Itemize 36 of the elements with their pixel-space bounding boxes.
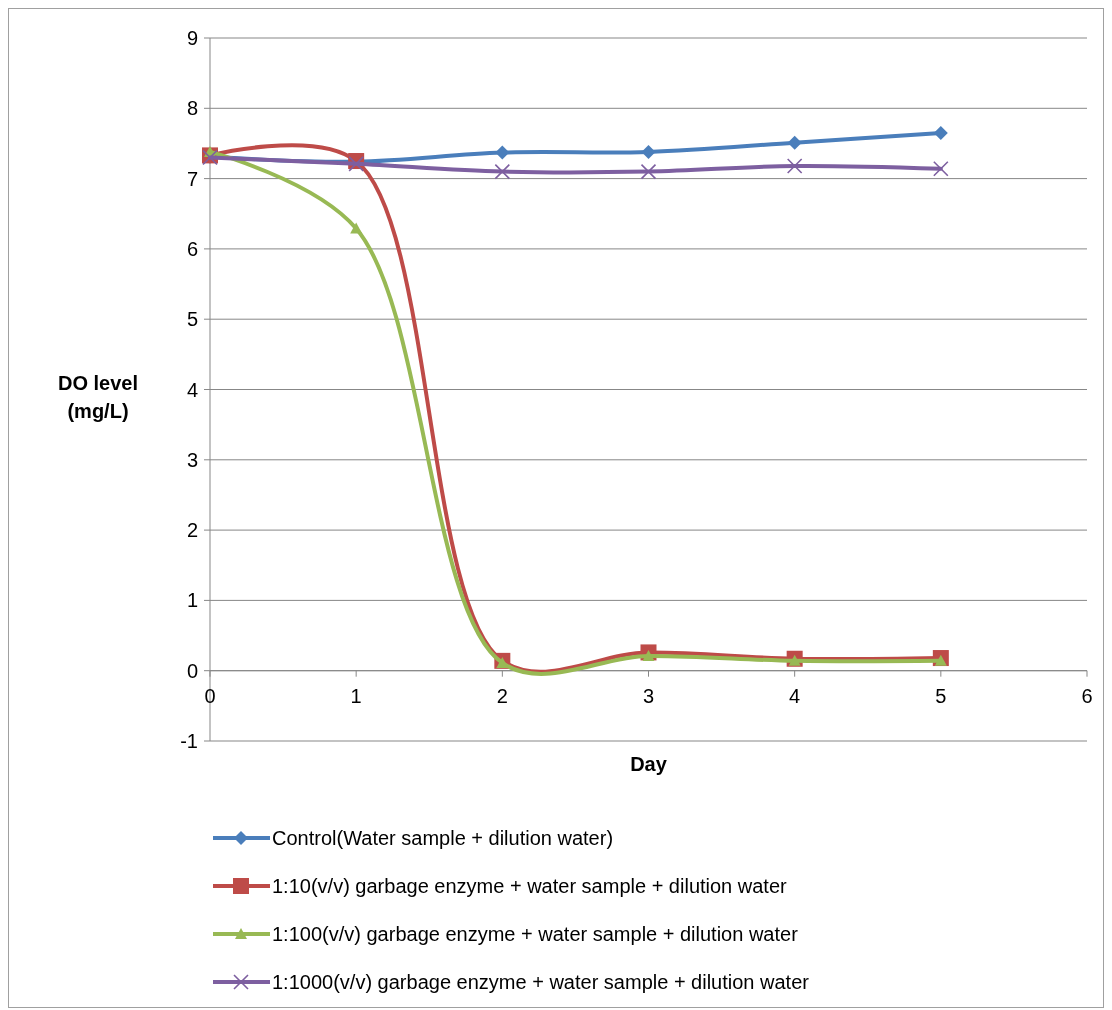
point: [786, 158, 803, 174]
point: [494, 163, 511, 180]
x-tick-label: 1: [350, 684, 362, 707]
y-tick-label: 2: [186, 519, 198, 542]
point: [788, 654, 801, 666]
x-tick-label: 6: [1081, 684, 1093, 707]
point: [787, 135, 802, 150]
y-tick-label: 9: [186, 27, 198, 49]
x-tick-label: 2: [496, 684, 508, 707]
x-tick-label: 5: [935, 684, 947, 707]
y-tick-label: 8: [186, 97, 198, 120]
y-axis-title: DO level (mg/L): [57, 372, 139, 422]
point: [933, 160, 949, 177]
x-tick-label: 0: [204, 684, 216, 707]
legend-label: 1:100(v/v) garbage enzyme + water sample + dilution water: [272, 923, 799, 945]
x-axis-title: Day: [630, 753, 668, 775]
y-tick-label: -1: [180, 730, 198, 752]
y-tick-label: 1: [186, 589, 198, 612]
point: [641, 144, 656, 159]
y-tick-label: 0: [186, 659, 198, 682]
point: [642, 649, 655, 661]
y-tick-label: 6: [186, 237, 198, 260]
point: [640, 163, 657, 180]
y-tick-label: 5: [186, 308, 198, 331]
x-tick-label: 3: [642, 684, 655, 707]
point: [934, 654, 947, 666]
legend-label: Control(Water sample + dilution water): [272, 827, 614, 849]
x-tick-label: 4: [789, 684, 801, 707]
y-tick-label: 3: [186, 448, 198, 471]
point: [495, 145, 510, 160]
y-tick-label: 4: [186, 378, 198, 401]
legend-label: 1:10(v/v) garbage enzyme + water sample + dilution water: [272, 875, 788, 897]
y-tick-label: 7: [186, 167, 198, 190]
legend-label: 1:1000(v/v) garbage enzyme + water sample + dilution water: [272, 971, 810, 993]
point: [933, 125, 948, 140]
point: [350, 222, 363, 234]
